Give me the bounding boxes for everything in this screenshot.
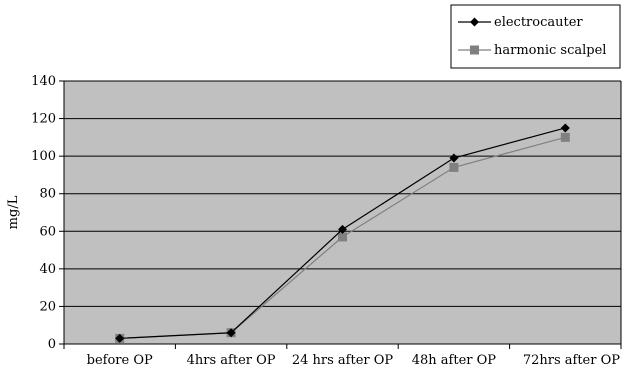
y-tick-label: 140 bbox=[31, 74, 56, 89]
legend-label: electrocauter bbox=[494, 15, 583, 30]
data-point bbox=[449, 153, 459, 163]
y-axis-ticks: 0 20 40 60 80 100 120 140 bbox=[31, 74, 64, 352]
axes bbox=[63, 81, 622, 345]
y-tick-label: 120 bbox=[31, 112, 56, 127]
data-point bbox=[449, 162, 459, 172]
series-electrocauter bbox=[115, 123, 570, 343]
y-tick-label: 40 bbox=[39, 262, 56, 277]
y-tick-label: 100 bbox=[31, 149, 56, 164]
x-tick-label: 72hrs after OP bbox=[523, 353, 620, 368]
legend-label: harmonic scalpel bbox=[494, 43, 606, 58]
series-layer bbox=[115, 123, 570, 343]
legend-swatch-marker bbox=[470, 45, 479, 55]
x-tick-label: 48h after OP bbox=[412, 353, 497, 368]
y-tick-label: 60 bbox=[39, 224, 56, 239]
data-point bbox=[560, 132, 570, 142]
y-tick-label: 20 bbox=[39, 299, 56, 314]
x-axis-ticks: before OP 4hrs after OP 24 hrs after OP 48h… bbox=[63, 344, 622, 368]
x-tick-label: 4hrs after OP bbox=[187, 353, 276, 368]
legend: electrocauter harmonic scalpel bbox=[450, 4, 621, 69]
legend-swatch-marker bbox=[470, 17, 479, 27]
legend-box bbox=[450, 4, 621, 69]
x-tick-label: before OP bbox=[87, 353, 153, 368]
y-tick-label: 80 bbox=[39, 187, 56, 202]
data-point bbox=[226, 328, 236, 338]
data-point bbox=[338, 232, 347, 242]
plot-area bbox=[64, 81, 621, 344]
y-tick-label: 0 bbox=[48, 337, 56, 352]
data-point bbox=[338, 224, 347, 234]
data-point bbox=[560, 123, 570, 133]
y-axis-label: mg/L bbox=[6, 195, 21, 229]
x-tick-label: 24 hrs after OP bbox=[292, 353, 394, 368]
data-point bbox=[115, 333, 125, 343]
